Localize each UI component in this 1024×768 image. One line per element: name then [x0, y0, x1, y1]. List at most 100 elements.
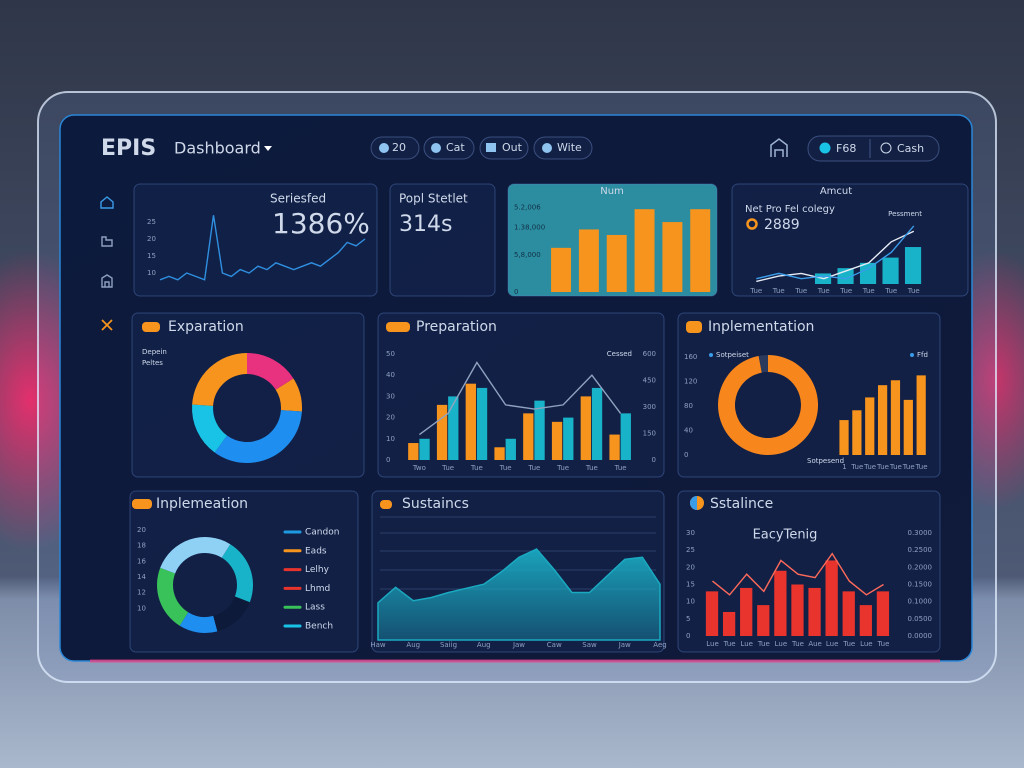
- x-tick-label: Tue: [876, 640, 889, 648]
- y-tick-label: 40: [684, 427, 693, 435]
- x-tick-label: Tue: [470, 464, 483, 472]
- nav-home[interactable]: [100, 196, 114, 209]
- x-tick-label: Two: [412, 464, 426, 472]
- x-tick-label: Saw: [582, 641, 597, 649]
- y-tick-label: 1.38,000: [514, 224, 545, 232]
- bar: [634, 209, 655, 292]
- nav-close[interactable]: [101, 319, 113, 331]
- bar: [609, 434, 620, 460]
- bar: [842, 591, 855, 636]
- bar: [852, 410, 862, 455]
- x-tick-label: Jaw: [512, 641, 525, 649]
- y-tick-label: 0: [684, 451, 688, 459]
- x-tick-label: Tue: [794, 287, 807, 295]
- tab-pill[interactable]: [533, 136, 593, 160]
- action-label[interactable]: Cash: [897, 142, 924, 155]
- tab[interactable]: Cat: [423, 136, 475, 160]
- y-tick-label: 0: [386, 456, 390, 464]
- panel-title: Popl Stetlet: [399, 192, 468, 206]
- donut-segment: [718, 355, 819, 455]
- x-tick-label: Tue: [585, 464, 598, 472]
- status-label[interactable]: F68: [836, 142, 856, 155]
- x-tick-label: Saiig: [440, 641, 457, 649]
- tab[interactable]: 20: [370, 136, 420, 160]
- note-dot: [910, 353, 914, 357]
- bar: [563, 417, 574, 460]
- y-tick-label: 10: [147, 269, 156, 277]
- kpi-value: 2889: [764, 217, 800, 233]
- y2-tick-label: 600: [643, 350, 656, 358]
- bar: [825, 560, 838, 636]
- nav-building[interactable]: [101, 274, 113, 288]
- tab-pill[interactable]: [370, 136, 420, 160]
- y2-tick-label: 0.2000: [908, 563, 933, 571]
- card: [133, 183, 378, 297]
- y2-tick-label: 0.0500: [908, 615, 933, 623]
- tab-pill[interactable]: [423, 136, 475, 160]
- legend-label: Lelhy: [305, 565, 330, 575]
- x-tick-label: 1: [842, 463, 846, 471]
- y-tick-label: 20: [386, 414, 395, 422]
- donut-segment: [275, 378, 302, 412]
- y-tick-label: 160: [684, 353, 697, 361]
- status-pill[interactable]: [807, 135, 940, 162]
- x-tick-label: Aeg: [653, 641, 666, 649]
- title-icon: [686, 321, 702, 333]
- x-tick-label: Tue: [902, 463, 915, 471]
- nav-files[interactable]: [101, 236, 113, 247]
- bar: [808, 587, 821, 636]
- y-tick-label: 5: [686, 615, 690, 623]
- line: [418, 361, 622, 436]
- y-tick-label: 20: [686, 563, 695, 571]
- x-tick-label: Tue: [499, 464, 512, 472]
- bar: [534, 400, 545, 460]
- y2-tick-label: 0.1500: [908, 581, 933, 589]
- line: [756, 230, 915, 283]
- tab-label[interactable]: Cat: [446, 141, 465, 154]
- bar: [551, 421, 563, 460]
- y-tick-label: 5.2,006: [514, 203, 541, 211]
- bar: [916, 375, 926, 455]
- tab-label[interactable]: Out: [502, 141, 523, 154]
- store-icon[interactable]: [770, 138, 788, 157]
- bar: [890, 380, 901, 455]
- y-tick-label: 25: [686, 546, 695, 554]
- x-tick-label: Tue: [876, 463, 889, 471]
- panel-title: Preparation: [416, 319, 497, 335]
- tab-icon: [486, 143, 496, 152]
- y-tick-label: 10: [686, 598, 695, 606]
- bar: [448, 396, 459, 460]
- y-tick-label: 15: [686, 581, 695, 589]
- tab-icon: [379, 143, 389, 153]
- panel-title: Inplemeation: [156, 496, 248, 512]
- panel-title: Inplementation: [708, 319, 814, 335]
- tab-pill[interactable]: [479, 136, 529, 160]
- dashboard-title[interactable]: Dashboard: [174, 139, 261, 158]
- tab-label[interactable]: Wite: [557, 141, 582, 154]
- note: Sotpesend: [807, 457, 844, 465]
- tab[interactable]: Out: [479, 136, 529, 160]
- tab-icon: [431, 143, 441, 153]
- y-tick-label: 40: [386, 371, 395, 379]
- caret[interactable]: [264, 146, 272, 151]
- donut-segment: [179, 612, 218, 633]
- panel-subtitle: EacyTenig: [753, 528, 818, 543]
- x-tick-label: Tue: [556, 464, 569, 472]
- x-tick-label: Aug: [477, 641, 491, 649]
- tab[interactable]: Wite: [533, 136, 593, 160]
- panel-title: Num: [600, 186, 624, 197]
- bar: [436, 404, 448, 460]
- bar: [476, 387, 488, 460]
- line: [712, 552, 884, 596]
- legend-label: Eads: [305, 546, 327, 556]
- card: [131, 312, 365, 478]
- note: Pessment: [888, 210, 922, 218]
- note-dot: [709, 353, 713, 357]
- y-tick-label: 15: [147, 252, 156, 260]
- y-tick-label: 5,8,000: [514, 251, 541, 259]
- x-tick-label: Tue: [723, 640, 736, 648]
- bar: [662, 222, 683, 292]
- tab-label[interactable]: 20: [392, 141, 406, 154]
- bar: [839, 420, 849, 455]
